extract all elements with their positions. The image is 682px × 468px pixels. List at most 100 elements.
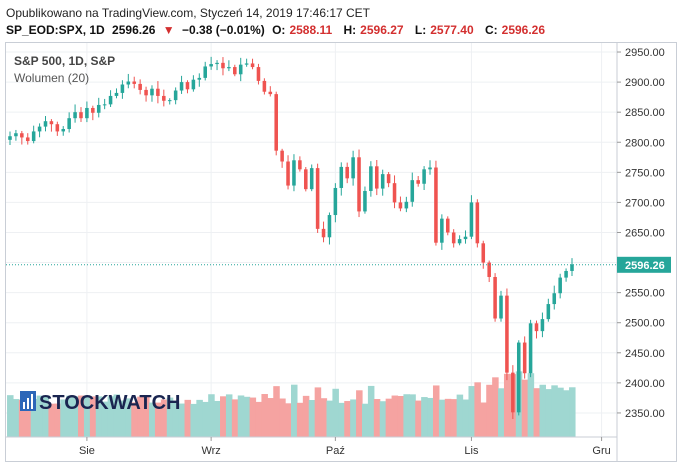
volume-bar [149,402,156,437]
candle-body [375,166,379,189]
volume-bar [326,400,334,437]
candle-body [333,187,338,216]
high-value: 2596.27 [360,23,404,37]
candle-body [91,107,95,113]
volume-bar [202,401,209,437]
candle-body [126,81,131,85]
volume-bar [166,397,174,437]
volume-bar [131,402,138,437]
volume-bar [427,397,434,437]
candle-body [61,129,66,132]
y-tick-label: 2900.00 [625,77,665,89]
y-tick-label: 2750.00 [625,167,665,179]
volume-bar [119,400,126,437]
candle-body [434,167,438,243]
symbol-header: SP_EOD:SPX, 1D 2596.26 ▼ −0.38 (−0.01%) … [6,23,553,37]
candle-body [209,64,213,67]
volume-bar [533,388,541,437]
x-tick-label: Lis [464,445,479,457]
candle-body [215,62,219,65]
y-tick-label: 2400.00 [625,378,665,390]
candle-body [37,126,42,132]
volume-bar [379,401,387,437]
candle-body [179,82,184,91]
stockwatch-logo: STOCKWATCH [20,391,180,414]
volume-bar [409,394,416,437]
candle-body [422,169,426,184]
candle-body [357,157,361,212]
candle-body [321,228,326,238]
candle-body [386,174,391,184]
volume-bar [190,403,197,437]
volume-bar [214,400,221,437]
candle-body [440,218,444,243]
candle-body [286,161,290,186]
candle-body [96,104,101,113]
volume-bar [373,399,381,437]
volume-bar [255,401,263,437]
candle-body [528,323,533,374]
candle-body [304,169,308,190]
volume-bar [273,386,280,437]
volume-bar [196,399,203,437]
volume-bar [225,394,233,437]
candle-body [298,160,302,170]
y-tick-label: 2450.00 [625,348,665,360]
last-price-badge [617,256,671,273]
volume-bar [54,403,61,437]
candle-body [262,80,267,92]
volume-bar [178,403,186,437]
candles [8,56,574,419]
candle-body [416,180,420,184]
candle-body [392,183,397,203]
volume-bar [474,382,481,437]
volume-bar [503,373,511,437]
volume-bar [72,396,79,437]
candle-body [540,319,545,332]
candle-body [167,100,172,102]
candle-body [445,218,450,233]
volume-bar [261,394,268,437]
volume-bar [36,395,44,437]
volume-bar [527,373,535,437]
volume-bar [89,396,97,437]
volume-bar [143,395,150,437]
candle-body [203,66,207,78]
candle-body [85,107,89,119]
candle-body [102,104,107,106]
y-tick-label: 2650.00 [625,227,665,239]
candle-body [292,160,296,186]
time-axis: SieWrzPaźLisGru2019 [79,437,611,457]
candle-body [73,112,77,119]
volume-bar [302,395,310,437]
volume-bar [403,394,410,437]
volume-bar [450,399,458,437]
high-label: H: [343,23,357,37]
volume-bar [24,401,32,437]
candle-body [114,92,119,96]
candle-body [67,118,71,130]
candle-body [108,95,113,105]
volume-bar [551,385,558,437]
candle-body [369,166,373,191]
volume-bar [361,403,369,437]
volume-bar [296,402,304,437]
candle-body [380,174,385,189]
y-tick-label: 2500.00 [625,318,665,330]
candle-body [475,202,480,244]
volume-bar [539,384,546,437]
candle-body [499,295,503,319]
volume-bar [285,403,292,437]
price-change: −0.38 (−0.01%) [182,23,265,37]
y-tick-label: 2550.00 [625,288,665,300]
volume-bar [101,401,109,437]
publish-info: Opublikowano na TradingView.com, Styczeń… [6,6,371,20]
volume-bar [237,395,245,437]
volume-bar [160,399,168,437]
candle-body [505,295,509,373]
candle-body [173,90,178,101]
candle-body [457,239,462,244]
candle-body [493,276,497,319]
volume-bar [208,394,215,437]
